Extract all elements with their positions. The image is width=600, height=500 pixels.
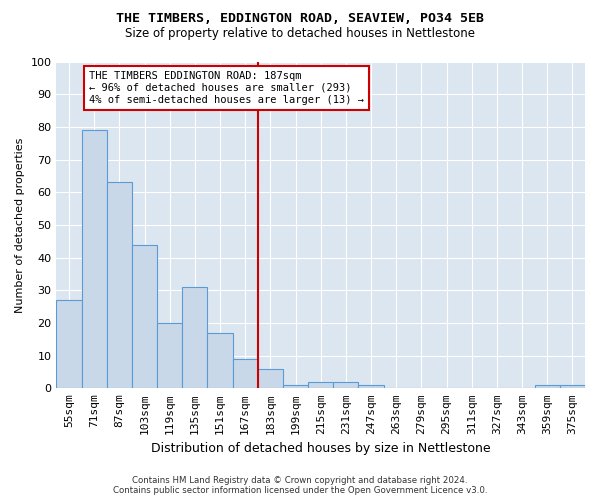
Bar: [208, 332, 233, 388]
Text: Size of property relative to detached houses in Nettlestone: Size of property relative to detached ho…: [125, 28, 475, 40]
Bar: [82, 130, 107, 388]
Text: Contains HM Land Registry data © Crown copyright and database right 2024.
Contai: Contains HM Land Registry data © Crown c…: [113, 476, 487, 495]
Bar: [107, 182, 132, 388]
Bar: [56, 300, 82, 388]
Text: THE TIMBERS, EDDINGTON ROAD, SEAVIEW, PO34 5EB: THE TIMBERS, EDDINGTON ROAD, SEAVIEW, PO…: [116, 12, 484, 26]
Bar: [333, 382, 358, 388]
Text: THE TIMBERS EDDINGTON ROAD: 187sqm
← 96% of detached houses are smaller (293)
4%: THE TIMBERS EDDINGTON ROAD: 187sqm ← 96%…: [89, 72, 364, 104]
Bar: [132, 244, 157, 388]
Bar: [535, 385, 560, 388]
Bar: [182, 287, 208, 388]
Bar: [283, 385, 308, 388]
X-axis label: Distribution of detached houses by size in Nettlestone: Distribution of detached houses by size …: [151, 442, 491, 455]
Bar: [157, 323, 182, 388]
Bar: [258, 368, 283, 388]
Bar: [233, 359, 258, 388]
Bar: [560, 385, 585, 388]
Bar: [358, 385, 383, 388]
Bar: [308, 382, 333, 388]
Y-axis label: Number of detached properties: Number of detached properties: [15, 137, 25, 312]
